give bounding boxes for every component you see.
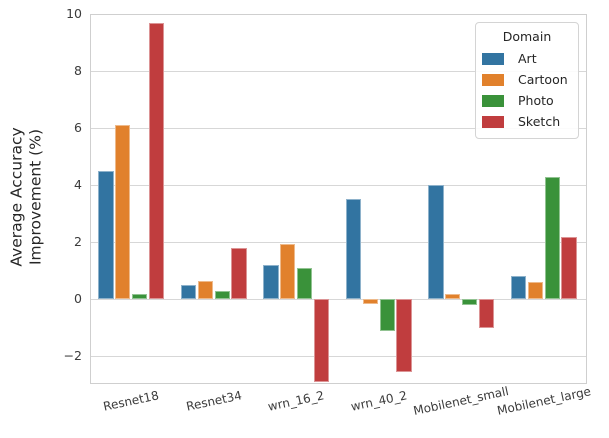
gridline-y-2 — [91, 356, 586, 358]
bar-Resnet34-Sketch — [231, 247, 247, 300]
y-tick-label-4: 4 — [74, 177, 82, 193]
legend-label-cartoon: Cartoon — [518, 72, 568, 87]
legend-swatch-cartoon-icon — [482, 73, 504, 86]
bar-wrn_40_2-Art — [345, 199, 362, 300]
legend-items: Art Cartoon Photo Sketch — [476, 48, 578, 132]
bar-Mobilenet_small-Art — [428, 185, 444, 300]
bar-Resnet34-Photo — [214, 290, 230, 300]
gridline-y6 — [91, 128, 586, 130]
bar-Mobilenet_large-Cartoon — [527, 282, 543, 300]
bar-Resnet18-Photo — [132, 293, 148, 300]
y-tick-label-6: 6 — [74, 120, 82, 136]
legend-title: Domain — [502, 29, 552, 44]
y-tick-label-8: 8 — [74, 63, 82, 79]
legend-swatch-photo-icon — [482, 94, 504, 107]
legend-label-sketch: Sketch — [518, 114, 561, 129]
bar-Resnet18-Cartoon — [115, 125, 131, 300]
legend-label-photo: Photo — [518, 93, 554, 108]
legend-label-art: Art — [518, 51, 537, 66]
gridline-y10 — [91, 14, 586, 15]
y-axis-label-line1: Average Accuracy — [7, 127, 26, 267]
x-tick-label-wrn_16_2: wrn_16_2 — [266, 388, 326, 414]
gridline-y4 — [91, 185, 586, 187]
bar-wrn_16_2-Art — [263, 265, 279, 300]
x-tick-label-Mobilenet_small: Mobilenet_small — [412, 384, 511, 418]
gridline-y2 — [91, 242, 586, 244]
bar-wrn_40_2-Photo — [379, 299, 395, 331]
bar-Mobilenet_large-Sketch — [561, 236, 577, 300]
bar-wrn_16_2-Cartoon — [280, 243, 296, 300]
y-tick-label--2: −2 — [63, 348, 82, 364]
bar-wrn_16_2-Sketch — [313, 299, 330, 382]
y-tick-label-10: 10 — [66, 6, 82, 21]
bar-Resnet18-Art — [98, 170, 114, 300]
y-tick-label-2: 2 — [74, 234, 82, 250]
y-tick-label-0: 0 — [74, 291, 82, 307]
gridline-y8 — [91, 71, 586, 73]
bar-Mobilenet_small-Photo — [462, 299, 478, 305]
legend-swatch-sketch-icon — [482, 115, 504, 128]
x-tick-label-wrn_40_2: wrn_40_2 — [349, 388, 409, 414]
bar-Mobilenet_large-Art — [510, 276, 527, 300]
legend-entry-cartoon: Cartoon — [476, 69, 578, 90]
bar-Resnet34-Art — [180, 285, 197, 300]
bar-wrn_40_2-Cartoon — [362, 299, 378, 304]
gridline-y0 — [91, 299, 586, 301]
legend: Domain Art Cartoon Photo Sketch — [475, 22, 579, 139]
x-tick-label-Resnet18: Resnet18 — [102, 388, 161, 414]
legend-entry-art: Art — [476, 48, 578, 69]
bar-Resnet18-Sketch — [148, 22, 165, 300]
legend-swatch-art-icon — [482, 52, 504, 65]
bar-wrn_16_2-Photo — [297, 267, 313, 300]
bar-Mobilenet_small-Cartoon — [445, 293, 461, 300]
legend-entry-photo: Photo — [476, 90, 578, 111]
x-tick-label-Mobilenet_large: Mobilenet_large — [495, 384, 592, 418]
bar-Mobilenet_small-Sketch — [478, 299, 495, 328]
legend-entry-sketch: Sketch — [476, 111, 578, 132]
bar-Resnet34-Cartoon — [197, 280, 213, 300]
x-tick-label-Resnet34: Resnet34 — [184, 388, 243, 414]
bar-Mobilenet_large-Photo — [544, 176, 560, 300]
bar-wrn_40_2-Sketch — [396, 299, 412, 372]
